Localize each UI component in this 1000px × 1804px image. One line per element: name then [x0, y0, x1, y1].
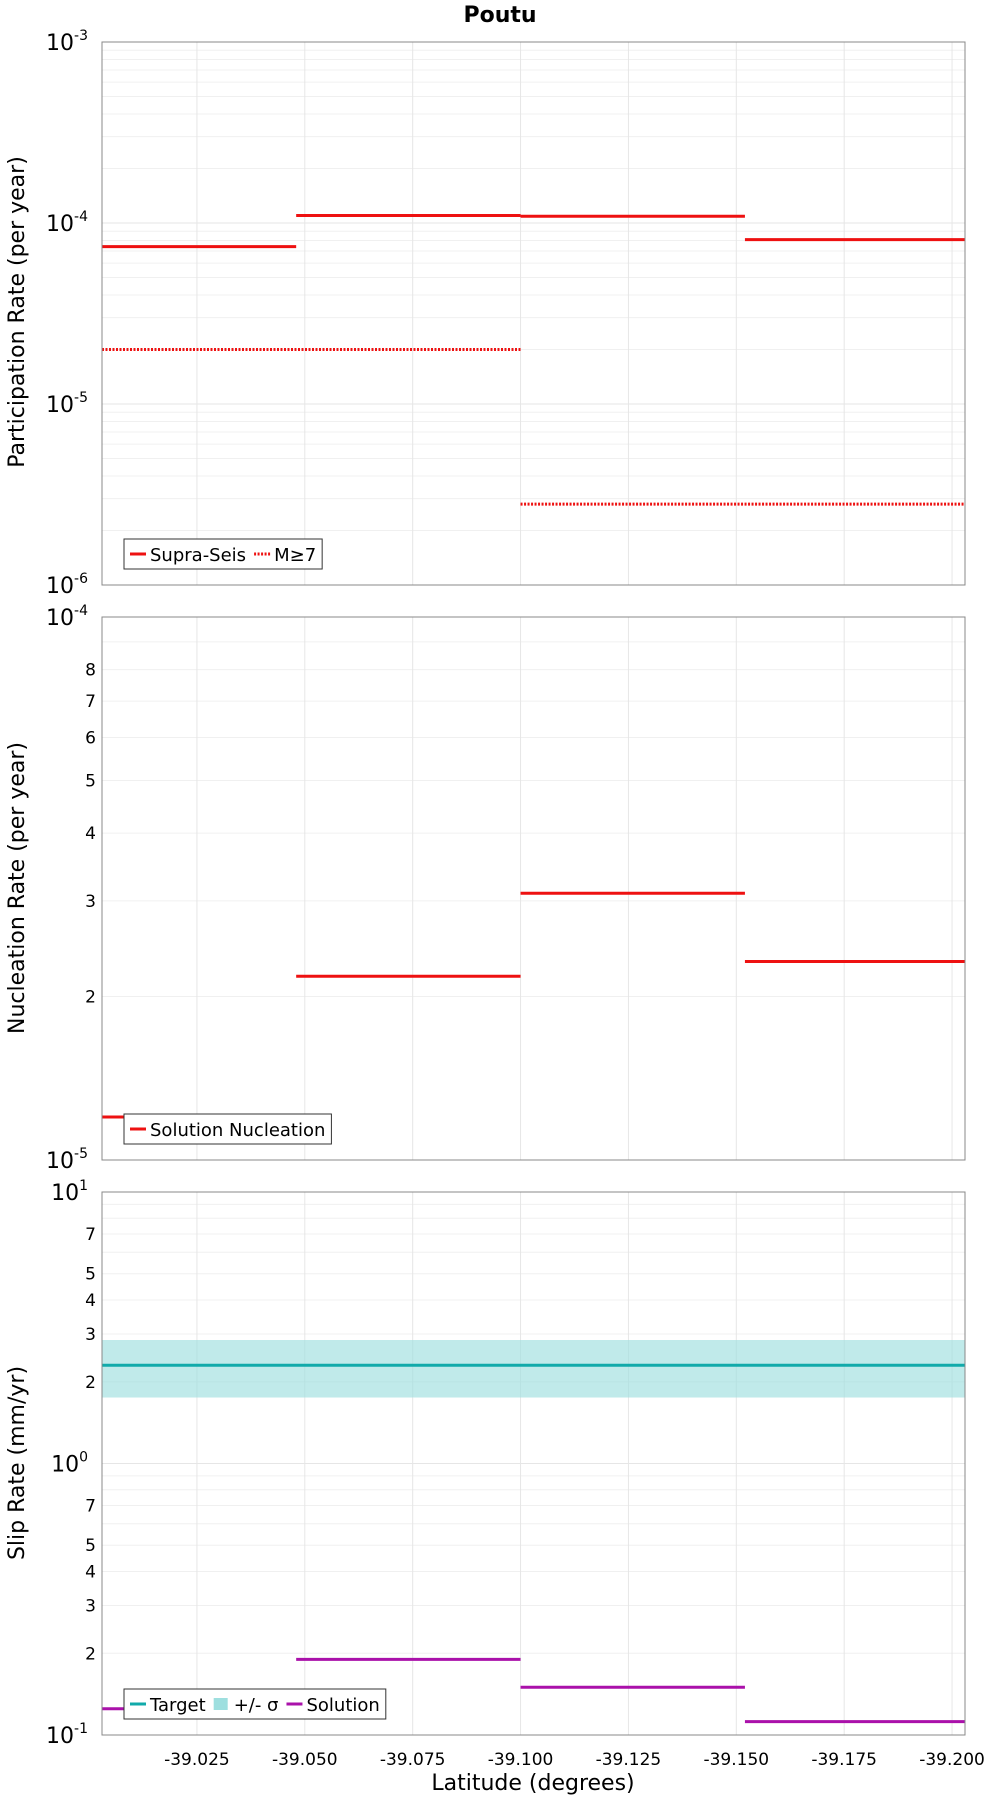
x-tick-label: -39.125: [596, 1750, 662, 1770]
x-tick-label: -39.200: [919, 1750, 985, 1770]
y-minor-tick-label: 4: [85, 824, 96, 844]
legend-label: M≥7: [274, 545, 316, 566]
y-tick-label: 10-5: [46, 390, 88, 418]
y-tick-label: 10-6: [46, 571, 88, 599]
legend-box: [123, 1688, 387, 1720]
y-minor-tick-label: 7: [85, 1225, 96, 1245]
legend: Target +/- σ Solution: [123, 1688, 387, 1720]
participation-rate-panel: 10-3 10-4 10-5 10-6 Supra-Seis M≥7: [46, 28, 966, 599]
slip-rate-panel: 101 100 10-1 7 5 4 3 2 7 5 4 3 2 -39.025 -39.050 -39.07…: [46, 1178, 985, 1770]
x-tick-label: -39.050: [272, 1750, 338, 1770]
legend: Supra-Seis M≥7: [123, 538, 323, 570]
chart-title: Poutu: [463, 3, 536, 28]
y-axis-label-participation: Participation Rate (per year): [5, 156, 30, 468]
x-tick-label: -39.175: [811, 1750, 877, 1770]
sigma-band: [102, 1340, 965, 1398]
legend-swatch: [213, 1698, 228, 1710]
legend-box: [123, 538, 323, 570]
y-minor-tick-label: 3: [85, 1596, 96, 1616]
y-tick-label: 10-3: [46, 28, 88, 56]
y-minor-tick-label: 5: [85, 1536, 96, 1556]
x-axis-label: Latitude (degrees): [431, 1771, 634, 1796]
x-tick-label: -39.025: [164, 1750, 230, 1770]
y-minor-tick-label: 2: [85, 1373, 96, 1393]
legend-label: Solution: [306, 1695, 379, 1716]
y-tick-label: 10-1: [46, 1721, 88, 1749]
y-minor-tick-label: 8: [85, 661, 96, 681]
y-minor-tick-label: 2: [85, 1644, 96, 1664]
y-minor-tick-label: 4: [85, 1291, 96, 1311]
y-minor-tick-label: 4: [85, 1563, 96, 1583]
legend: Solution Nucleation: [123, 1113, 332, 1145]
plot-frame: [101, 41, 966, 586]
y-minor-tick-label: 7: [85, 692, 96, 712]
y-minor-tick-label: 2: [85, 988, 96, 1008]
y-minor-tick-label: 7: [85, 1497, 96, 1517]
y-axis-label-nucleation: Nucleation Rate (per year): [5, 742, 30, 1034]
plot-frame: [101, 616, 966, 1161]
y-tick-label: 10-4: [46, 603, 88, 631]
legend-box: [123, 1113, 332, 1145]
y-minor-tick-label: 5: [85, 1265, 96, 1285]
y-minor-tick-label: 5: [85, 771, 96, 791]
y-tick-label: 10-5: [46, 1146, 88, 1174]
y-tick-label: 100: [51, 1450, 88, 1478]
y-minor-tick-label: 6: [85, 728, 96, 748]
legend-label: +/- σ: [234, 1695, 279, 1716]
legend-label: Target: [149, 1695, 206, 1716]
y-axis-label-slip-rate: Slip Rate (mm/yr): [5, 1366, 30, 1560]
x-tick-label: -39.100: [488, 1750, 554, 1770]
y-minor-tick-label: 3: [85, 892, 96, 912]
nucleation-rate-panel: 10-4 10-5 8 7 6 5 4 3 2 Solution Nucleation: [46, 603, 966, 1174]
legend-label: Supra-Seis: [150, 545, 246, 566]
legend-label: Solution Nucleation: [150, 1120, 325, 1141]
x-tick-label: -39.075: [380, 1750, 446, 1770]
y-tick-label: 101: [51, 1178, 88, 1206]
y-minor-tick-label: 3: [85, 1325, 96, 1345]
y-tick-label: 10-4: [46, 209, 88, 237]
x-tick-label: -39.150: [703, 1750, 769, 1770]
plot-frame: [101, 1191, 966, 1736]
